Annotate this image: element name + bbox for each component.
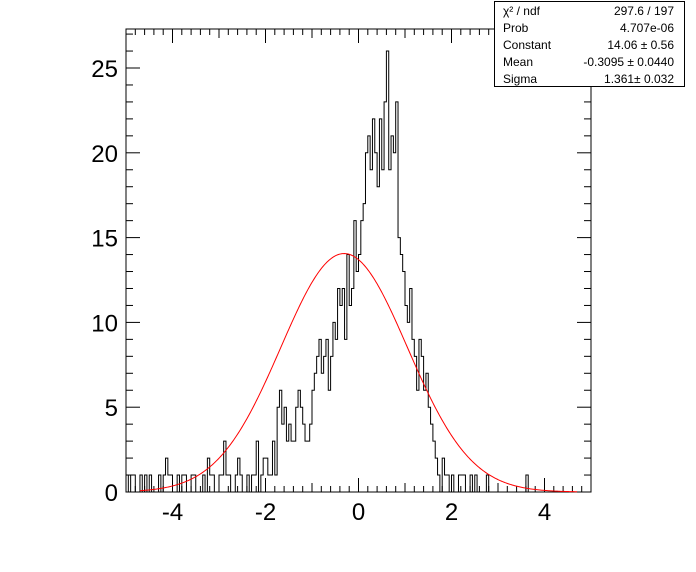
stats-row-sigma: Sigma 1.361± 0.032 xyxy=(495,71,684,88)
stats-value: 4.707e-06 xyxy=(619,21,674,35)
stats-value: 1.361± 0.032 xyxy=(604,72,674,86)
gaussian-fit-curve xyxy=(139,253,578,493)
stats-row-mean: Mean -0.3095 ± 0.0440 xyxy=(495,54,684,71)
y-tick-label: 25 xyxy=(91,56,118,83)
stats-value: 297.6 / 197 xyxy=(613,4,674,18)
stats-label: Prob xyxy=(503,21,529,35)
y-tick-labels: 0 5 10 15 20 25 xyxy=(91,56,118,507)
x-tick-label: 2 xyxy=(445,499,458,526)
stats-row-prob: Prob 4.707e-06 xyxy=(495,20,684,37)
stats-row-chi2: χ² / ndf 297.6 / 197 xyxy=(495,3,684,20)
stats-value: -0.3095 ± 0.0440 xyxy=(583,55,674,69)
stats-label: Mean xyxy=(503,55,534,69)
axis-ticks xyxy=(125,29,592,493)
stats-value: 14.06 ± 0.56 xyxy=(607,38,674,52)
y-tick-label: 0 xyxy=(105,480,118,507)
stats-label: χ² / ndf xyxy=(503,4,540,18)
histogram-outline xyxy=(125,50,591,493)
stats-row-constant: Constant 14.06 ± 0.56 xyxy=(495,37,684,54)
x-tick-label: -2 xyxy=(255,499,276,526)
y-tick-label: 10 xyxy=(91,310,118,337)
x-tick-label: 4 xyxy=(538,499,551,526)
stats-label: Constant xyxy=(503,38,552,52)
stats-label: Sigma xyxy=(503,72,538,86)
fit-stats-box: χ² / ndf 297.6 / 197 Prob 4.707e-06 Cons… xyxy=(494,1,685,87)
x-tick-label: 0 xyxy=(352,499,365,526)
y-tick-label: 15 xyxy=(91,226,118,253)
x-tick-labels: -4 -2 0 2 4 xyxy=(162,499,551,526)
x-tick-label: -4 xyxy=(162,499,183,526)
y-tick-label: 20 xyxy=(91,141,118,168)
histogram-bars xyxy=(125,50,591,493)
y-tick-label: 5 xyxy=(105,395,118,422)
